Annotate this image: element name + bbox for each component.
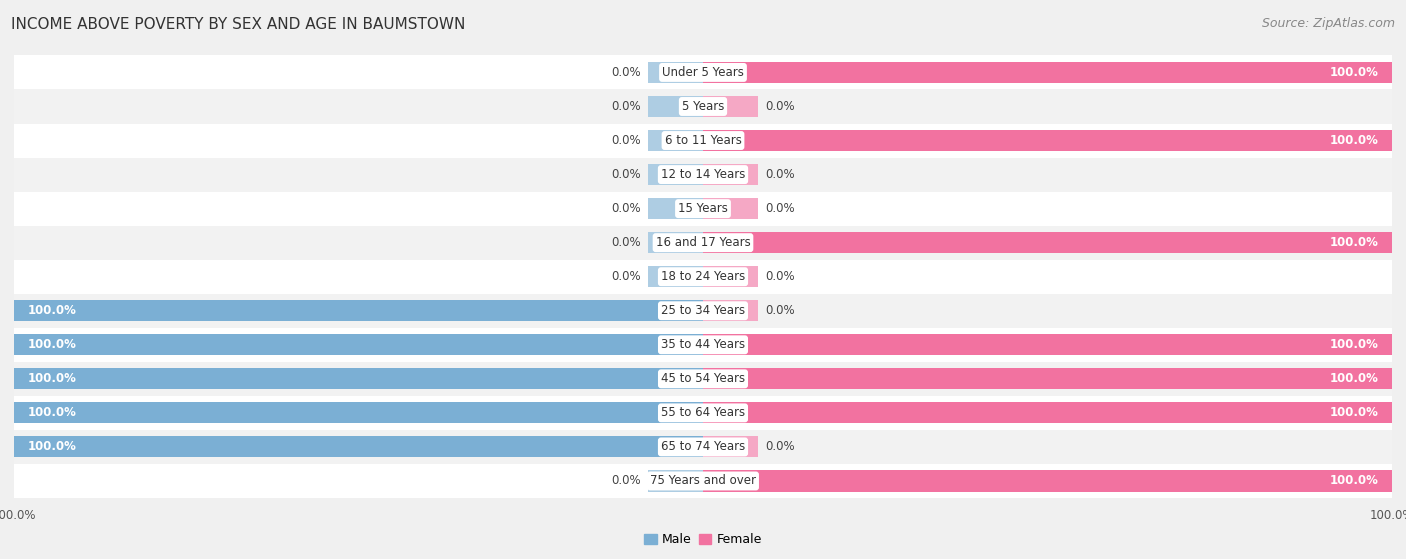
Text: 6 to 11 Years: 6 to 11 Years xyxy=(665,134,741,147)
Bar xyxy=(703,130,1392,151)
Bar xyxy=(703,300,758,321)
Text: 0.0%: 0.0% xyxy=(612,100,641,113)
Text: 0.0%: 0.0% xyxy=(612,475,641,487)
Text: 100.0%: 100.0% xyxy=(28,304,77,318)
Bar xyxy=(14,334,703,356)
Bar xyxy=(648,198,703,219)
Bar xyxy=(703,437,758,457)
Bar xyxy=(703,232,1392,253)
Bar xyxy=(14,89,1392,124)
Text: 0.0%: 0.0% xyxy=(612,270,641,283)
Text: INCOME ABOVE POVERTY BY SEX AND AGE IN BAUMSTOWN: INCOME ABOVE POVERTY BY SEX AND AGE IN B… xyxy=(11,17,465,32)
Text: 0.0%: 0.0% xyxy=(612,236,641,249)
Bar xyxy=(648,471,703,491)
Bar xyxy=(14,158,1392,192)
Text: 75 Years and over: 75 Years and over xyxy=(650,475,756,487)
Text: 15 Years: 15 Years xyxy=(678,202,728,215)
Text: 0.0%: 0.0% xyxy=(612,66,641,79)
Bar xyxy=(703,471,1392,491)
Text: 100.0%: 100.0% xyxy=(1329,236,1378,249)
Bar xyxy=(703,164,758,185)
Bar xyxy=(703,402,1392,423)
Text: Source: ZipAtlas.com: Source: ZipAtlas.com xyxy=(1261,17,1395,30)
Bar xyxy=(14,293,1392,328)
Text: 0.0%: 0.0% xyxy=(765,270,794,283)
Bar xyxy=(14,396,1392,430)
Text: 0.0%: 0.0% xyxy=(765,304,794,318)
Text: 100.0%: 100.0% xyxy=(28,372,77,385)
Text: 5 Years: 5 Years xyxy=(682,100,724,113)
Bar xyxy=(14,362,1392,396)
Bar xyxy=(14,402,703,423)
Text: 0.0%: 0.0% xyxy=(612,134,641,147)
Text: 0.0%: 0.0% xyxy=(765,440,794,453)
Bar xyxy=(14,300,703,321)
Bar xyxy=(703,96,758,117)
Text: 45 to 54 Years: 45 to 54 Years xyxy=(661,372,745,385)
Bar xyxy=(14,226,1392,260)
Text: 100.0%: 100.0% xyxy=(28,440,77,453)
Text: 100.0%: 100.0% xyxy=(1329,372,1378,385)
Text: 18 to 24 Years: 18 to 24 Years xyxy=(661,270,745,283)
Text: 55 to 64 Years: 55 to 64 Years xyxy=(661,406,745,419)
Text: 65 to 74 Years: 65 to 74 Years xyxy=(661,440,745,453)
Text: 100.0%: 100.0% xyxy=(1329,66,1378,79)
Text: Under 5 Years: Under 5 Years xyxy=(662,66,744,79)
Text: 100.0%: 100.0% xyxy=(28,338,77,351)
Bar xyxy=(703,266,758,287)
Bar xyxy=(14,260,1392,293)
Text: 35 to 44 Years: 35 to 44 Years xyxy=(661,338,745,351)
Bar xyxy=(14,437,703,457)
Text: 16 and 17 Years: 16 and 17 Years xyxy=(655,236,751,249)
Text: 100.0%: 100.0% xyxy=(1329,475,1378,487)
Text: 100.0%: 100.0% xyxy=(1329,134,1378,147)
Text: 0.0%: 0.0% xyxy=(765,202,794,215)
Bar xyxy=(703,368,1392,390)
Bar xyxy=(648,62,703,83)
Text: 0.0%: 0.0% xyxy=(612,202,641,215)
Bar xyxy=(14,430,1392,464)
Text: 25 to 34 Years: 25 to 34 Years xyxy=(661,304,745,318)
Text: 100.0%: 100.0% xyxy=(1329,406,1378,419)
Bar xyxy=(648,130,703,151)
Bar xyxy=(648,96,703,117)
Bar xyxy=(14,464,1392,498)
Bar xyxy=(703,62,1392,83)
Text: 0.0%: 0.0% xyxy=(765,168,794,181)
Text: 0.0%: 0.0% xyxy=(765,100,794,113)
Bar xyxy=(648,266,703,287)
Text: 100.0%: 100.0% xyxy=(28,406,77,419)
Bar xyxy=(648,164,703,185)
Bar xyxy=(14,368,703,390)
Bar xyxy=(14,192,1392,226)
Bar xyxy=(703,334,1392,356)
Legend: Male, Female: Male, Female xyxy=(640,528,766,551)
Text: 0.0%: 0.0% xyxy=(612,168,641,181)
Bar xyxy=(14,124,1392,158)
Text: 100.0%: 100.0% xyxy=(1329,338,1378,351)
Bar xyxy=(703,198,758,219)
Bar xyxy=(14,328,1392,362)
Bar xyxy=(14,55,1392,89)
Bar xyxy=(648,232,703,253)
Text: 12 to 14 Years: 12 to 14 Years xyxy=(661,168,745,181)
